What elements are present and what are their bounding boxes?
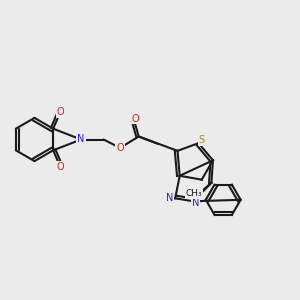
- Text: CH₃: CH₃: [186, 189, 202, 198]
- Text: O: O: [57, 107, 64, 117]
- Text: S: S: [199, 135, 205, 145]
- Text: N: N: [166, 193, 173, 203]
- Text: O: O: [132, 113, 140, 124]
- Text: O: O: [116, 143, 124, 153]
- Text: N: N: [77, 134, 85, 145]
- Text: N: N: [192, 198, 199, 208]
- Text: O: O: [57, 162, 64, 172]
